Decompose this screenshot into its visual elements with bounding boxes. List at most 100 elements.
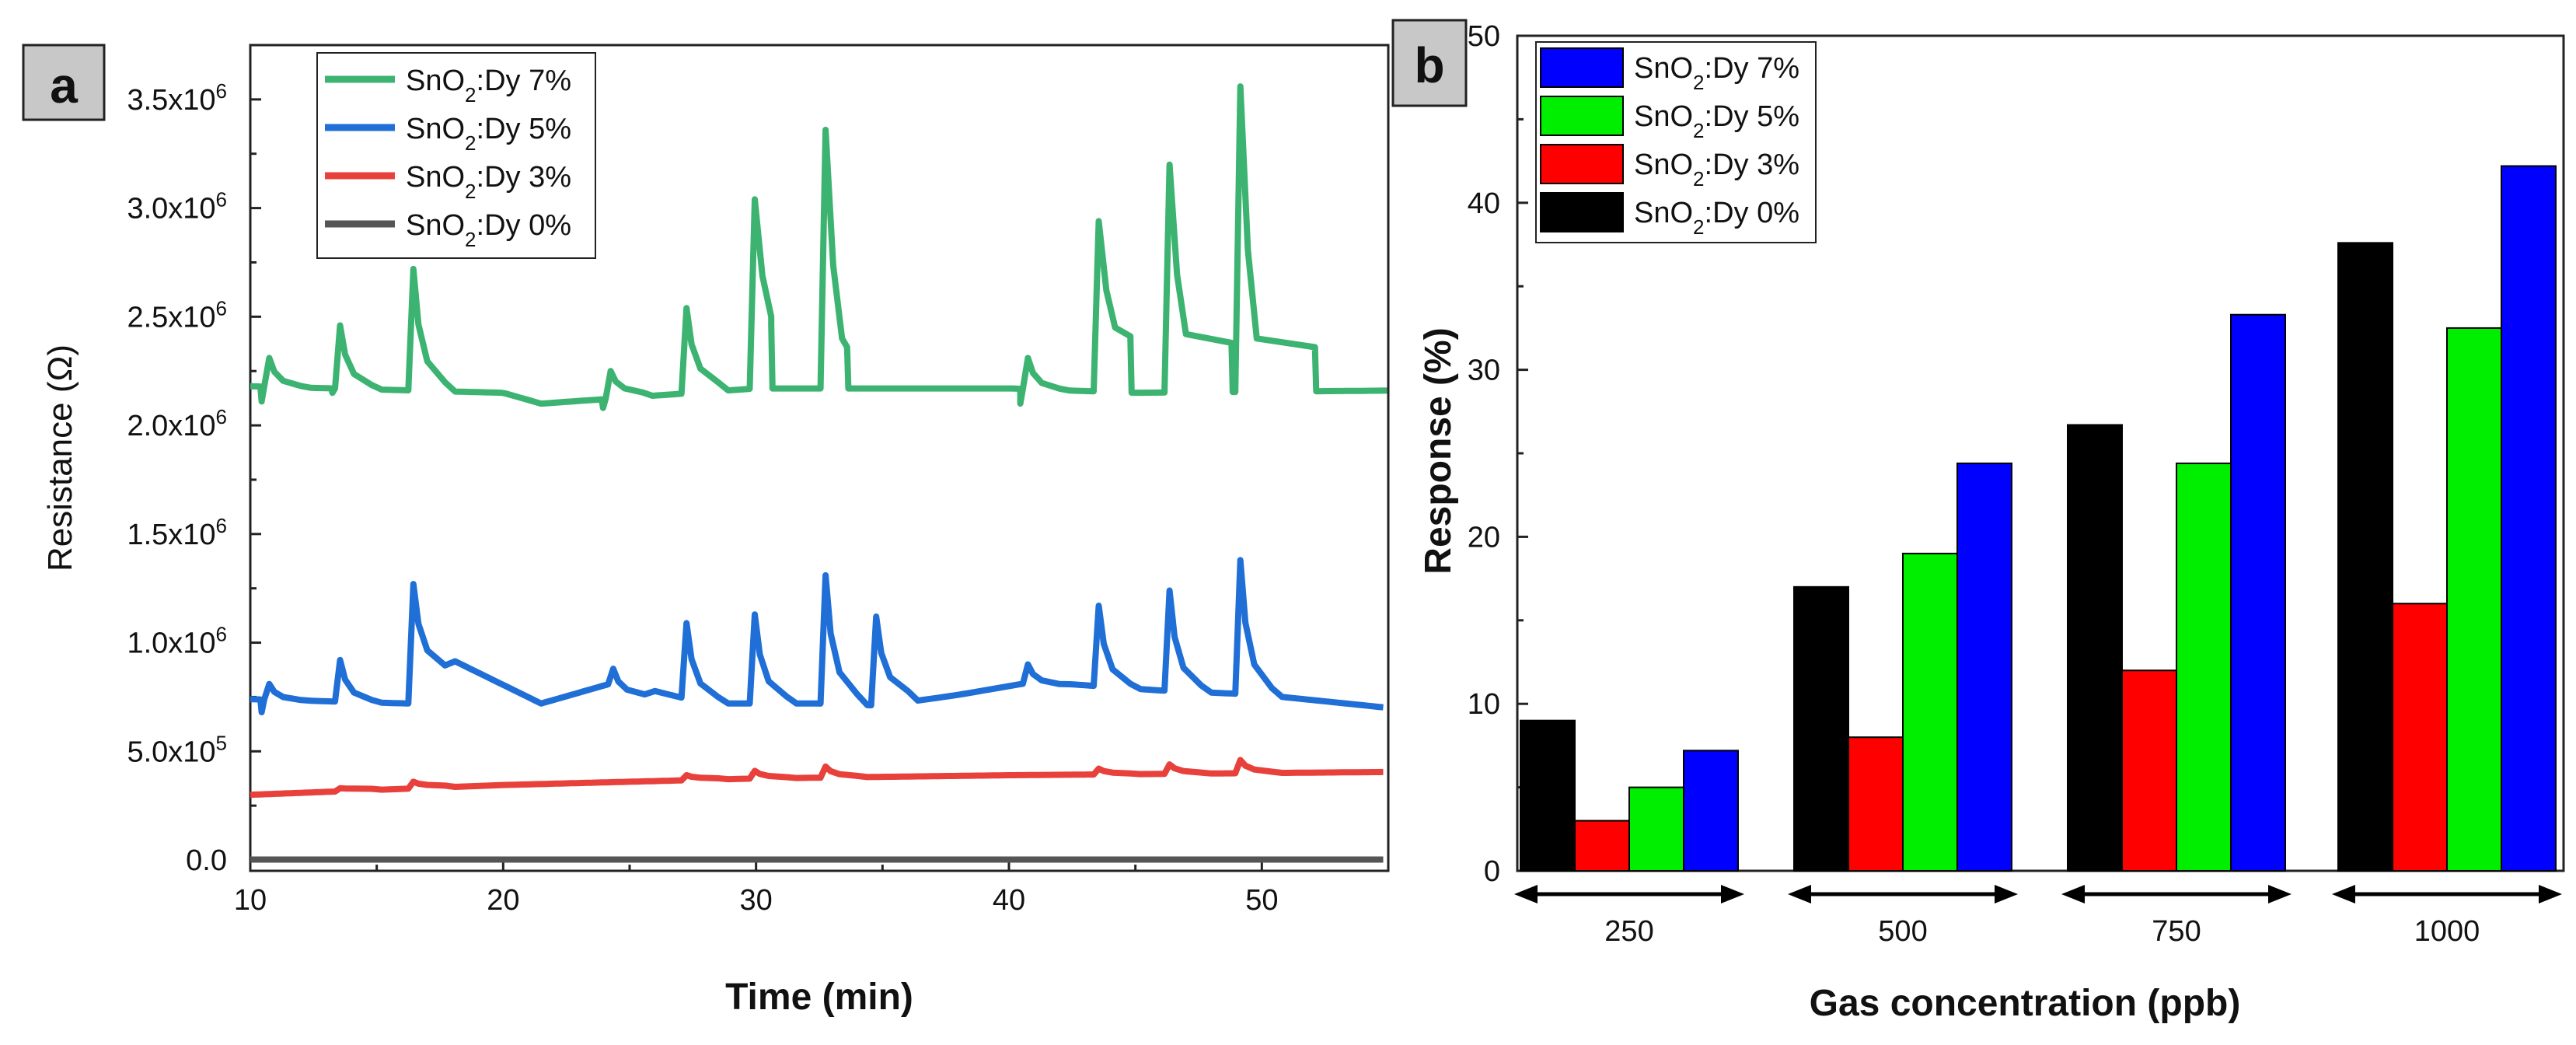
y-tick-exponent: 6 — [216, 514, 227, 537]
series-line-2 — [250, 757, 1384, 799]
bar-500-1 — [1848, 736, 1904, 872]
y-tick-mantissa: 2.0x10 — [127, 410, 215, 442]
x-tick-label: 30 — [740, 884, 773, 917]
legend-label-0-sub: 2 — [465, 83, 476, 107]
legend-label-1-rest: :Dy 3% — [1705, 149, 1799, 181]
legend-label-3-rest: :Dy 0% — [476, 209, 571, 242]
legend-label-2-main: SnO — [406, 161, 465, 194]
arrow-head-left — [2061, 885, 2085, 903]
bar-1000-3 — [2501, 165, 2557, 872]
x-tick-label: 20 — [487, 884, 519, 917]
legend-label-1-sub: 2 — [1693, 167, 1704, 190]
arrow-head-left — [1514, 885, 1538, 903]
legend-label-2-rest: :Dy 3% — [476, 161, 571, 194]
legend-swatch-2 — [1540, 96, 1624, 136]
legend-label-2-main: SnO — [1634, 100, 1693, 133]
y-tick-label: 50 — [1468, 20, 1500, 53]
legend-label-1-rest: :Dy 5% — [476, 113, 571, 145]
panel-a-plot-frame — [249, 44, 1390, 872]
category-label: 1000 — [2414, 915, 2480, 948]
panel-a-label: a — [50, 58, 78, 114]
series-line-1 — [250, 557, 1384, 715]
legend-label-0-rest: :Dy 7% — [476, 65, 571, 97]
panel-a-series-lines — [250, 83, 1387, 863]
legend-label-0-main: SnO — [1634, 197, 1693, 229]
y-tick-mantissa: 1.0x10 — [127, 627, 215, 660]
legend-label-2-rest: :Dy 5% — [1705, 100, 1799, 133]
arrow-head-right — [2539, 885, 2562, 903]
x-tick-label: 10 — [234, 884, 267, 917]
y-tick-mantissa: 3.5x10 — [127, 84, 215, 117]
category-label: 500 — [1878, 915, 1927, 948]
y-tick-label: 10 — [1468, 688, 1500, 721]
panel-a-y-axis-title: Resistance (Ω) — [41, 344, 79, 571]
legend-label-3-sub: 2 — [465, 228, 476, 251]
panel-b-label-box — [1391, 19, 1468, 107]
legend-label-0: SnO2:Dy 0% — [1634, 197, 1799, 239]
y-tick-mantissa: 5.0x10 — [127, 736, 215, 768]
legend-label-1: SnO2:Dy 5% — [406, 113, 571, 155]
bar-750-3 — [2230, 313, 2286, 872]
arrow-head-left — [2332, 885, 2355, 903]
x-tick-label: 50 — [1245, 884, 1278, 917]
legend-label-0: SnO2:Dy 7% — [406, 65, 571, 107]
panel-a-label-box — [22, 44, 106, 121]
panel-b-label: b — [1414, 37, 1444, 93]
legend-label-0-main: SnO — [406, 65, 465, 97]
legend-label-1-main: SnO — [406, 113, 465, 145]
bar-500-2 — [1902, 552, 1958, 872]
y-tick-label: 40 — [1468, 187, 1500, 220]
category-label: 250 — [1604, 915, 1653, 948]
panel-b-axes: 0 10 20 30 40 50 — [1468, 20, 1528, 888]
arrow-head-right — [2268, 885, 2292, 903]
bar-750-1 — [2121, 669, 2177, 872]
y-tick-label: 1.0x106 — [127, 623, 227, 660]
y-tick-label: 5.0x105 — [127, 731, 227, 768]
legend-label-3-rest: :Dy 7% — [1705, 52, 1799, 85]
y-tick-mantissa: 3.0x10 — [127, 193, 215, 225]
y-tick-exponent: 6 — [216, 623, 227, 646]
y-tick-label: 20 — [1468, 521, 1500, 554]
panel-a-legend: SnO2:Dy 7%SnO2:Dy 5%SnO2:Dy 3%SnO2:Dy 0% — [316, 52, 596, 259]
panel-b-legend: SnO2:Dy 7%SnO2:Dy 5%SnO2:Dy 3%SnO2:Dy 0% — [1535, 41, 1817, 243]
arrow-head-right — [1721, 885, 1744, 903]
y-tick-label: 1.5x106 — [127, 514, 227, 551]
bar-250-0 — [1520, 719, 1576, 872]
y-tick-label: 0 — [1484, 855, 1500, 888]
legend-swatch-3 — [1540, 47, 1624, 88]
bar-1000-2 — [2446, 327, 2502, 872]
legend-label-2: SnO2:Dy 3% — [406, 161, 571, 203]
bar-500-0 — [1793, 585, 1849, 872]
y-tick-exponent: 6 — [216, 405, 227, 428]
legend-label-3-main: SnO — [1634, 52, 1693, 85]
panel-b-y-axis-title: Response (%) — [1418, 327, 1459, 574]
y-tick-mantissa: 1.5x10 — [127, 519, 215, 551]
legend-label-0-sub: 2 — [1693, 215, 1704, 239]
legend-label-2-sub: 2 — [1693, 119, 1704, 142]
bar-1000-1 — [2392, 603, 2448, 872]
legend-label-1-main: SnO — [1634, 149, 1693, 181]
panel-b-bars — [1520, 165, 2557, 872]
y-tick-mantissa: 0.0 — [186, 844, 227, 877]
legend-label-2: SnO2:Dy 5% — [1634, 100, 1799, 142]
bar-750-0 — [2067, 424, 2123, 872]
legend-label-3: SnO2:Dy 0% — [406, 209, 571, 251]
y-tick-exponent: 5 — [216, 731, 227, 754]
y-tick-label: 3.5x106 — [127, 79, 227, 117]
legend-label-0-rest: :Dy 0% — [1705, 197, 1799, 229]
y-tick-exponent: 6 — [216, 79, 227, 103]
y-tick-label: 3.0x106 — [127, 188, 227, 225]
legend-label-3-main: SnO — [406, 209, 465, 242]
bar-750-2 — [2176, 462, 2232, 872]
legend-label-3: SnO2:Dy 7% — [1634, 52, 1799, 94]
panel-a-line-chart: a 10 20 30 40 500.05.0x1051.0x1061.5x1062.0x… — [22, 44, 1390, 1018]
legend-swatch-0 — [1540, 192, 1624, 232]
legend-label-1: SnO2:Dy 3% — [1634, 149, 1799, 190]
y-tick-mantissa: 2.5x10 — [127, 301, 215, 334]
legend-label-2-sub: 2 — [465, 180, 476, 203]
legend-label-3-sub: 2 — [1693, 71, 1704, 94]
y-tick-exponent: 6 — [216, 188, 227, 211]
panel-b-category-arrows: 250 500 750 1000 — [1514, 885, 2562, 948]
